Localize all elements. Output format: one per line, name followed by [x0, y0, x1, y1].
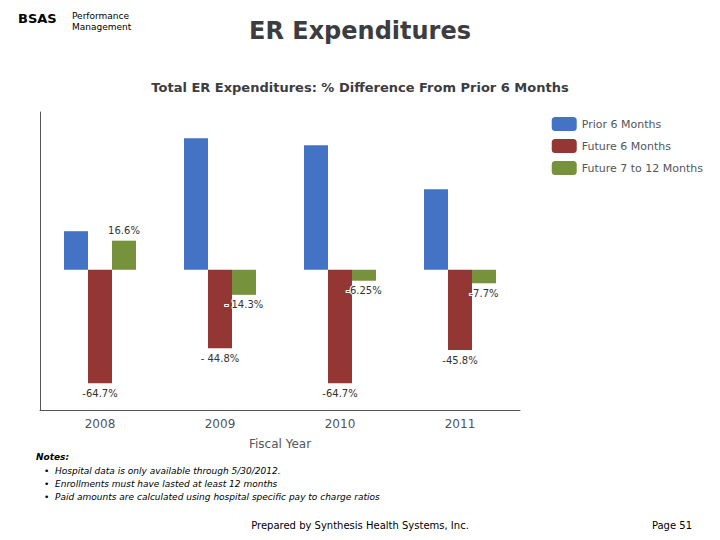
svg-text:Future 7 to 12 Months: Future 7 to 12 Months [582, 162, 704, 175]
svg-text:-45.8%: -45.8% [442, 355, 477, 366]
svg-text:• Enrollments must have laste: • Enrollments must have lasted at least … [44, 479, 278, 489]
svg-text:16.6%: 16.6% [108, 225, 140, 236]
svg-text:Prior 6 Months: Prior 6 Months [582, 118, 662, 131]
svg-text:2009: 2009 [205, 417, 236, 431]
svg-text:2011: 2011 [445, 417, 476, 431]
svg-text:- 44.8%: - 44.8% [201, 353, 240, 364]
svg-text:2010: 2010 [325, 417, 356, 431]
svg-text:-7.7%: -7.7% [469, 288, 498, 299]
svg-text:2008: 2008 [85, 417, 116, 431]
svg-text:-64.7%: -64.7% [322, 388, 357, 399]
svg-text:Total ER Expenditures: % Diffe: Total ER Expenditures: % Difference From… [151, 80, 569, 95]
svg-text:Future 6 Months: Future 6 Months [582, 140, 671, 153]
svg-text:Prepared by Synthesis Health S: Prepared by Synthesis Health Systems, In… [251, 520, 469, 531]
svg-text:-6.25%: -6.25% [346, 285, 381, 296]
svg-text:ER Expenditures: ER Expenditures [249, 17, 471, 45]
svg-text:Fiscal Year: Fiscal Year [249, 437, 311, 451]
svg-text:Management: Management [72, 22, 132, 32]
svg-text:Notes:: Notes: [36, 452, 69, 462]
svg-text:Performance: Performance [72, 11, 129, 21]
svg-text:BSAS: BSAS [18, 11, 57, 26]
svg-text:• Paid amounts are calculated: • Paid amounts are calculated using hosp… [44, 492, 380, 502]
svg-text:-64.7%: -64.7% [82, 388, 117, 399]
svg-text:• Hospital data is only avail: • Hospital data is only available throug… [44, 466, 281, 476]
svg-text:- 14.3%: - 14.3% [225, 299, 264, 310]
svg-text:Page 51: Page 51 [652, 520, 692, 531]
